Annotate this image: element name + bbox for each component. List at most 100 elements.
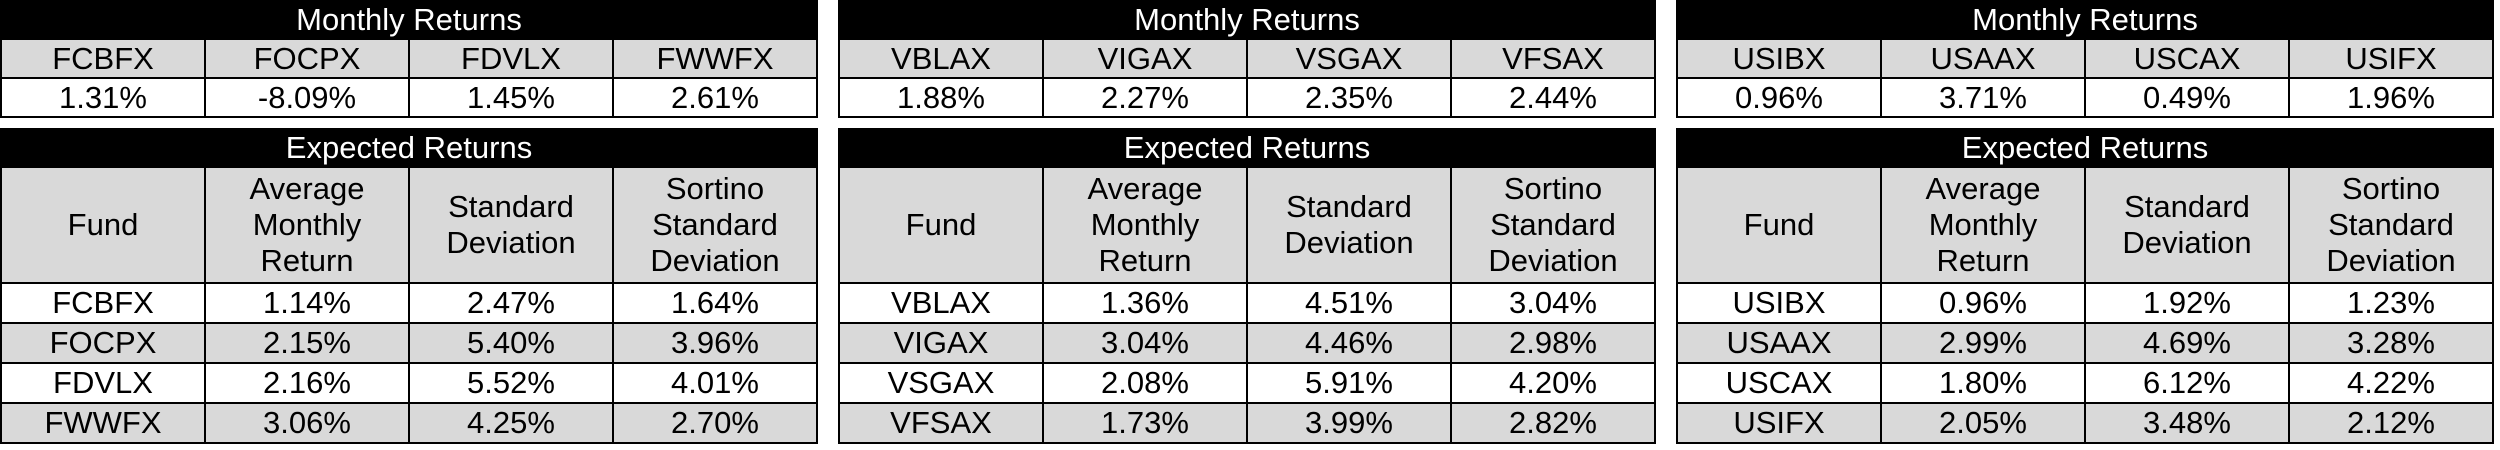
ticker-header: USCAX: [2084, 38, 2290, 79]
value-cell: 1.14%: [204, 282, 410, 324]
ticker-header: FCBFX: [0, 38, 206, 79]
ticker-header: USIFX: [2288, 38, 2494, 79]
ticker-header: FWWFX: [612, 38, 818, 79]
value-cell: 2.12%: [2288, 402, 2494, 444]
value-cell: 2.05%: [1880, 402, 2086, 444]
value-cell: 3.04%: [1042, 322, 1248, 364]
value-cell: 4.20%: [1450, 362, 1656, 404]
column-header: Standard Deviation: [408, 166, 614, 284]
ticker-header: VBLAX: [838, 38, 1044, 79]
monthly-return-value: 2.61%: [612, 77, 818, 118]
value-cell: 5.52%: [408, 362, 614, 404]
value-cell: 1.36%: [1042, 282, 1248, 324]
ticker-header: VIGAX: [1042, 38, 1248, 79]
value-cell: 4.01%: [612, 362, 818, 404]
column-header: Standard Deviation: [2084, 166, 2290, 284]
fund-name-cell: VSGAX: [838, 362, 1044, 404]
monthly-returns-title: Monthly Returns: [1676, 0, 2494, 40]
monthly-returns-title: Monthly Returns: [0, 0, 818, 40]
value-cell: 3.06%: [204, 402, 410, 444]
value-cell: 2.98%: [1450, 322, 1656, 364]
monthly-returns-title: Monthly Returns: [838, 0, 1656, 40]
column-header: Sortino Standard Deviation: [2288, 166, 2494, 284]
value-cell: 2.82%: [1450, 402, 1656, 444]
table-row: VSGAX 2.08% 5.91% 4.20%: [838, 362, 1656, 404]
column-header: Average Monthly Return: [1880, 166, 2086, 284]
monthly-return-value: 0.96%: [1676, 77, 1882, 118]
value-cell: 2.08%: [1042, 362, 1248, 404]
ticker-header: FOCPX: [204, 38, 410, 79]
value-cell: 2.47%: [408, 282, 614, 324]
table-gap: [1676, 118, 2494, 128]
fund-panel: Monthly Returns VBLAX VIGAX VSGAX VFSAX 1.88%…: [838, 0, 1656, 444]
fund-name-cell: FWWFX: [0, 402, 206, 444]
table-row: USCAX 1.80% 6.12% 4.22%: [1676, 362, 2494, 404]
value-cell: 2.70%: [612, 402, 818, 444]
value-cell: 4.51%: [1246, 282, 1452, 324]
value-cell: 4.22%: [2288, 362, 2494, 404]
monthly-returns-table: Monthly Returns USIBX USAAX USCAX USIFX 0.96%…: [1676, 0, 2494, 118]
value-cell: 4.46%: [1246, 322, 1452, 364]
value-cell: 2.16%: [204, 362, 410, 404]
fund-name-cell: VIGAX: [838, 322, 1044, 364]
fund-name-cell: FDVLX: [0, 362, 206, 404]
expected-returns-title: Expected Returns: [838, 128, 1656, 168]
ticker-header: VSGAX: [1246, 38, 1452, 79]
monthly-return-value: 2.35%: [1246, 77, 1452, 118]
fund-name-cell: VFSAX: [838, 402, 1044, 444]
column-header: Sortino Standard Deviation: [612, 166, 818, 284]
value-cell: 5.91%: [1246, 362, 1452, 404]
value-cell: 3.28%: [2288, 322, 2494, 364]
value-cell: 1.92%: [2084, 282, 2290, 324]
value-cell: 3.48%: [2084, 402, 2290, 444]
expected-returns-table: Expected Returns Fund Average Monthly Retu…: [1676, 128, 2494, 444]
value-cell: 6.12%: [2084, 362, 2290, 404]
ticker-header: VFSAX: [1450, 38, 1656, 79]
table-row: FDVLX 2.16% 5.52% 4.01%: [0, 362, 818, 404]
column-header: Fund: [0, 166, 206, 284]
value-cell: 2.99%: [1880, 322, 2086, 364]
monthly-returns-table: Monthly Returns VBLAX VIGAX VSGAX VFSAX 1.88%…: [838, 0, 1656, 118]
value-cell: 2.15%: [204, 322, 410, 364]
value-cell: 1.73%: [1042, 402, 1248, 444]
column-header: Fund: [838, 166, 1044, 284]
table-row: USIBX 0.96% 1.92% 1.23%: [1676, 282, 2494, 324]
value-cell: 5.40%: [408, 322, 614, 364]
table-row: VIGAX 3.04% 4.46% 2.98%: [838, 322, 1656, 364]
monthly-return-value: 0.49%: [2084, 77, 2290, 118]
fund-panel: Monthly Returns FCBFX FOCPX FDVLX FWWFX 1.31%…: [0, 0, 818, 444]
column-header: Average Monthly Return: [1042, 166, 1248, 284]
ticker-header: USIBX: [1676, 38, 1882, 79]
fund-name-cell: USIBX: [1676, 282, 1882, 324]
value-cell: 3.96%: [612, 322, 818, 364]
expected-returns-title: Expected Returns: [0, 128, 818, 168]
ticker-header: USAAX: [1880, 38, 2086, 79]
value-cell: 3.04%: [1450, 282, 1656, 324]
fund-name-cell: FCBFX: [0, 282, 206, 324]
monthly-return-value: 1.45%: [408, 77, 614, 118]
monthly-return-value: 1.88%: [838, 77, 1044, 118]
table-row: VFSAX 1.73% 3.99% 2.82%: [838, 402, 1656, 444]
fund-name-cell: USIFX: [1676, 402, 1882, 444]
table-row: FCBFX 1.14% 2.47% 1.64%: [0, 282, 818, 324]
fund-name-cell: USCAX: [1676, 362, 1882, 404]
fund-panel: Monthly Returns USIBX USAAX USCAX USIFX 0.96%…: [1676, 0, 2494, 444]
monthly-return-value: 2.27%: [1042, 77, 1248, 118]
table-row: USIFX 2.05% 3.48% 2.12%: [1676, 402, 2494, 444]
monthly-return-value: 1.31%: [0, 77, 206, 118]
table-gap: [0, 118, 818, 128]
column-header: Standard Deviation: [1246, 166, 1452, 284]
table-row: VBLAX 1.36% 4.51% 3.04%: [838, 282, 1656, 324]
fund-name-cell: USAAX: [1676, 322, 1882, 364]
value-cell: 4.69%: [2084, 322, 2290, 364]
table-row: FWWFX 3.06% 4.25% 2.70%: [0, 402, 818, 444]
fund-name-cell: VBLAX: [838, 282, 1044, 324]
table-row: FOCPX 2.15% 5.40% 3.96%: [0, 322, 818, 364]
column-header: Sortino Standard Deviation: [1450, 166, 1656, 284]
expected-returns-table: Expected Returns Fund Average Monthly Retu…: [838, 128, 1656, 444]
table-row: USAAX 2.99% 4.69% 3.28%: [1676, 322, 2494, 364]
monthly-return-value: 2.44%: [1450, 77, 1656, 118]
monthly-return-value: 3.71%: [1880, 77, 2086, 118]
value-cell: 4.25%: [408, 402, 614, 444]
column-header: Average Monthly Return: [204, 166, 410, 284]
